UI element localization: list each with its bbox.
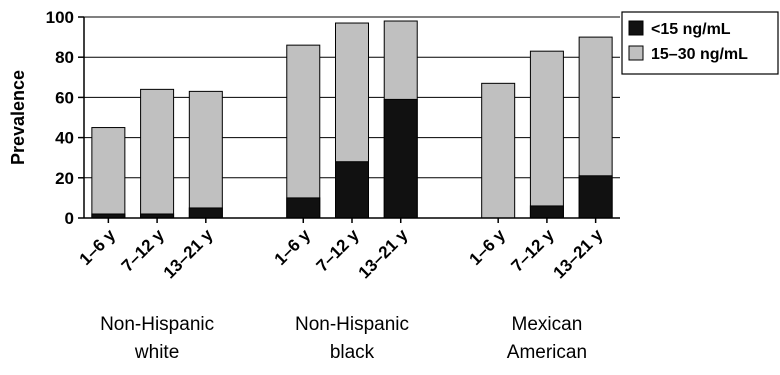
- legend-box: [621, 11, 779, 75]
- bar-below-15: [335, 161, 369, 219]
- y-tick-label: 80: [55, 48, 74, 67]
- y-tick-label: 40: [55, 129, 74, 148]
- legend-swatch: [628, 20, 644, 36]
- axis-layer: 0 20 40 60 80 100 Prevalence: [8, 8, 620, 228]
- group-label: Mexican: [512, 314, 583, 335]
- x-tick-label: 13–21 y: [550, 225, 607, 282]
- bar-15-30: [529, 50, 564, 219]
- x-tick-label: 1–6 y: [271, 225, 315, 269]
- legend-label: 15–30 ng/mL: [651, 46, 748, 63]
- y-tick-label: 20: [55, 169, 74, 188]
- y-tick-label: 100: [46, 8, 74, 27]
- bar-below-15: [188, 207, 223, 219]
- bar-15-30: [286, 44, 321, 219]
- y-axis-title: Prevalence: [8, 70, 28, 165]
- group-label: American: [507, 342, 587, 363]
- group-label: Non-Hispanic: [295, 314, 409, 335]
- group-label: Non-Hispanic: [100, 314, 214, 335]
- bar-below-15: [286, 197, 321, 219]
- bar-15-30: [140, 88, 175, 219]
- legend-label: <15 ng/mL: [651, 21, 731, 38]
- bars-layer: [91, 20, 613, 219]
- bar-below-15: [578, 175, 613, 219]
- x-tick-label: 13–21 y: [355, 225, 412, 282]
- group-label: black: [330, 342, 375, 363]
- y-tick-label: 60: [55, 88, 74, 107]
- bar-15-30: [481, 82, 516, 219]
- legend-swatch: [628, 45, 644, 61]
- x-tick-label: 1–6 y: [76, 225, 120, 269]
- bar-below-15: [529, 205, 564, 219]
- bar-15-30: [91, 127, 126, 219]
- bar-below-15: [383, 98, 418, 219]
- group-label: white: [134, 342, 179, 363]
- legend: <15 ng/mL 15–30 ng/mL: [621, 11, 779, 75]
- y-tick-label: 0: [65, 209, 74, 228]
- bar-15-30: [188, 90, 223, 219]
- x-tick-label: 1–6 y: [465, 225, 509, 269]
- x-tick-label: 13–21 y: [160, 225, 217, 282]
